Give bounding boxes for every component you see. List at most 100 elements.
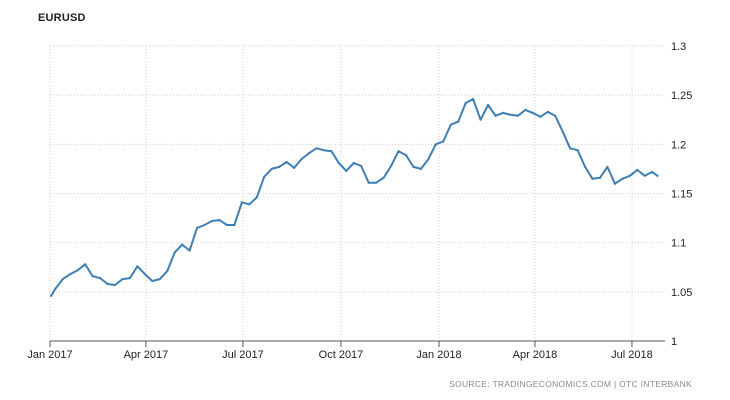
data-point	[367, 181, 370, 184]
data-point	[397, 150, 400, 153]
chart-title: EURUSD	[38, 12, 86, 24]
y-tick-label: 1.05	[671, 287, 692, 299]
data-point	[69, 273, 72, 276]
y-tick-label: 1.3	[671, 41, 686, 53]
data-point	[330, 150, 333, 153]
x-tick-label: Jul 2018	[611, 349, 653, 361]
source-note: SOURCE: TRADINGECONOMICS.COM | OTC INTER…	[449, 379, 692, 389]
data-point	[457, 120, 460, 123]
data-point	[531, 111, 534, 114]
data-point	[501, 111, 505, 114]
data-point	[99, 277, 102, 280]
data-point	[442, 140, 445, 143]
y-tick-label: 1.15	[671, 189, 692, 201]
data-point	[337, 161, 340, 165]
data-point	[613, 182, 617, 185]
data-point	[449, 123, 452, 126]
y-tick-label: 1	[671, 336, 677, 348]
data-point	[539, 115, 542, 118]
data-point	[210, 219, 214, 223]
grid-layer	[49, 45, 665, 341]
data-point	[61, 278, 64, 281]
data-point	[76, 269, 79, 272]
data-point	[382, 176, 385, 179]
data-point	[113, 283, 117, 287]
series-layer	[50, 98, 659, 297]
data-point	[188, 249, 191, 252]
data-point	[404, 154, 408, 157]
data-point	[143, 273, 146, 276]
x-tick-label: Oct 2017	[319, 349, 364, 361]
data-point	[91, 275, 94, 278]
data-point	[472, 98, 475, 101]
data-point	[151, 279, 154, 283]
data-point	[322, 149, 325, 152]
y-tick-label: 1.1	[671, 238, 686, 250]
data-point	[352, 161, 355, 165]
data-point	[240, 201, 243, 204]
data-point	[487, 103, 490, 107]
data-point	[479, 118, 482, 121]
series-line	[50, 98, 659, 297]
data-point	[278, 165, 281, 168]
data-point	[121, 278, 124, 281]
x-tick-label: Jan 2017	[27, 349, 72, 361]
x-tick-label: Apr 2018	[513, 349, 558, 361]
data-point	[166, 270, 169, 273]
data-point	[524, 108, 527, 111]
data-point	[576, 149, 579, 152]
data-point	[248, 203, 251, 206]
x-tick-label: Jan 2018	[416, 349, 461, 361]
data-point	[584, 165, 587, 168]
data-point	[390, 164, 393, 168]
data-point	[233, 223, 236, 227]
data-point	[315, 147, 318, 150]
data-point	[270, 167, 273, 170]
data-point	[54, 287, 57, 290]
data-point	[300, 158, 303, 161]
data-point	[598, 176, 602, 179]
data-point	[464, 101, 467, 105]
y-tick-label: 1.25	[671, 90, 692, 102]
axis-layer: 1 1.05 1.1 1.15 1.2 1.25 1.3 Jan 2017 Apr 2017 Ju…	[27, 41, 692, 361]
data-point	[218, 219, 221, 222]
data-point	[569, 147, 572, 150]
data-point	[494, 114, 497, 117]
data-point	[173, 251, 176, 254]
y-tick-label: 1.2	[671, 139, 686, 151]
data-point	[651, 170, 654, 173]
data-point	[628, 174, 631, 177]
x-tick-label: Jul 2017	[222, 349, 264, 361]
data-point	[285, 160, 288, 164]
data-point	[360, 164, 363, 168]
data-point	[307, 152, 311, 155]
data-point	[621, 177, 624, 180]
data-point	[128, 277, 131, 280]
data-point	[509, 113, 512, 116]
data-point	[434, 143, 437, 146]
data-point	[591, 177, 594, 180]
data-point	[516, 114, 520, 117]
data-point	[255, 196, 258, 199]
data-point	[636, 168, 639, 171]
data-point	[136, 265, 139, 268]
data-point	[606, 165, 609, 168]
data-point	[196, 226, 199, 229]
data-point	[554, 114, 557, 117]
data-point	[643, 174, 646, 177]
data-point	[263, 175, 266, 178]
x-tick-label: Apr 2017	[124, 349, 169, 361]
data-point	[375, 181, 378, 184]
data-point	[412, 165, 415, 168]
data-point	[158, 278, 161, 281]
data-point	[656, 174, 659, 177]
data-point	[203, 223, 206, 227]
data-point	[293, 166, 296, 169]
data-point	[50, 294, 53, 297]
data-point	[106, 282, 109, 286]
data-point	[181, 243, 184, 246]
data-point	[84, 263, 87, 266]
data-point	[345, 169, 348, 172]
